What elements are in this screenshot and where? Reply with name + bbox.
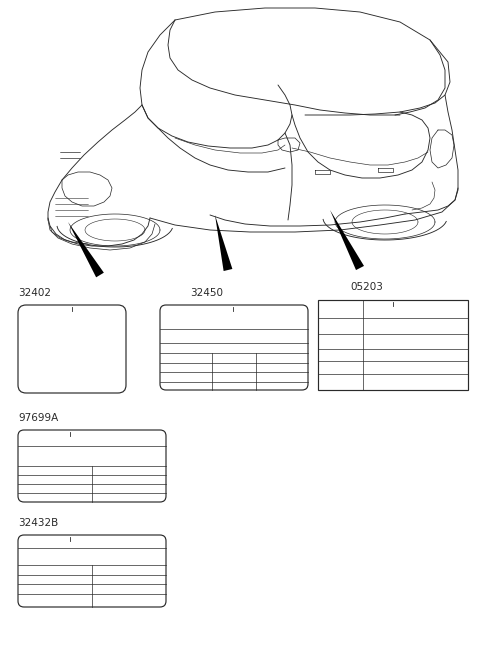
Text: 32402: 32402 bbox=[18, 288, 51, 298]
Text: 05203: 05203 bbox=[350, 282, 383, 292]
Bar bbox=[318, 300, 468, 390]
FancyBboxPatch shape bbox=[18, 305, 126, 393]
FancyBboxPatch shape bbox=[18, 535, 166, 607]
Text: 32450: 32450 bbox=[190, 288, 223, 298]
Text: 32432B: 32432B bbox=[18, 518, 58, 528]
Polygon shape bbox=[330, 210, 364, 270]
Text: 97699A: 97699A bbox=[18, 413, 58, 423]
FancyBboxPatch shape bbox=[18, 430, 166, 502]
Polygon shape bbox=[215, 215, 232, 271]
FancyBboxPatch shape bbox=[160, 305, 308, 390]
Polygon shape bbox=[68, 222, 104, 277]
